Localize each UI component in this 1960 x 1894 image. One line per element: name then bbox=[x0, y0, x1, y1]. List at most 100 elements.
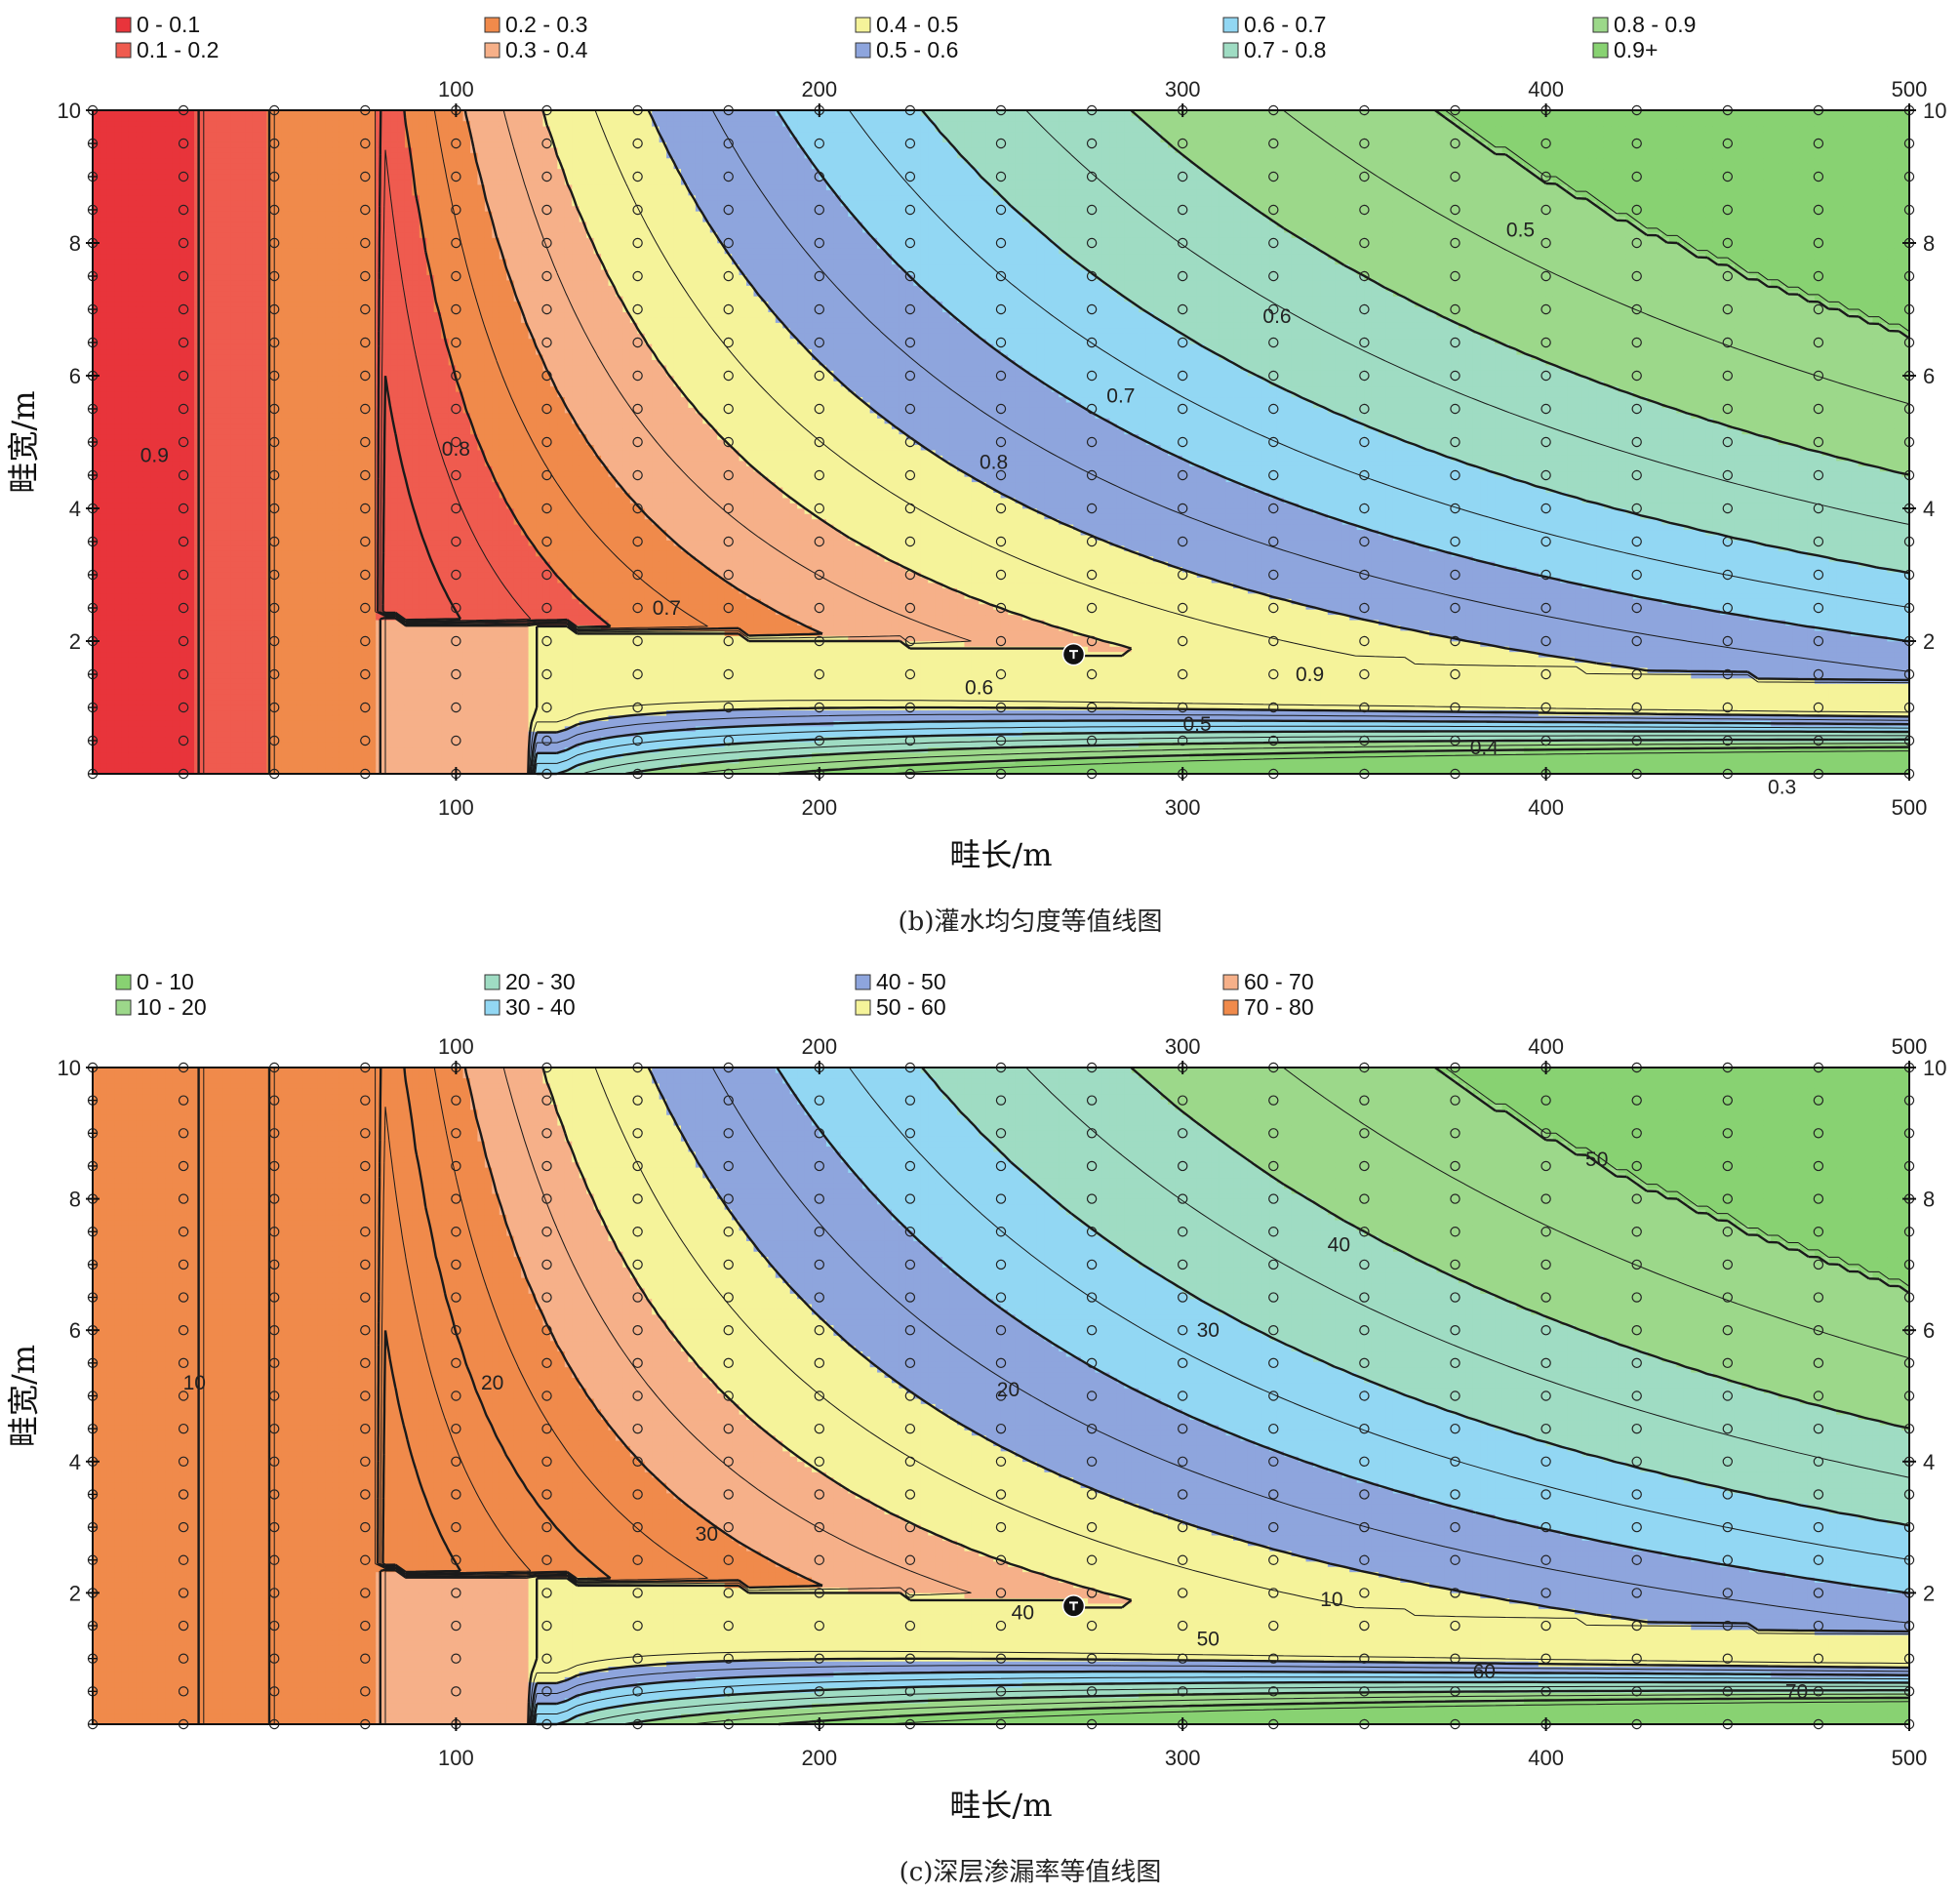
y-tick-label-right: 10 bbox=[1923, 99, 1946, 123]
x-tick-label-top: 200 bbox=[801, 1034, 837, 1059]
y-axis-label: 畦宽/m bbox=[5, 1345, 42, 1447]
contour-label: 20 bbox=[997, 1379, 1020, 1401]
x-tick-label-top: 500 bbox=[1892, 77, 1928, 101]
x-tick-label-top: 200 bbox=[801, 77, 837, 101]
legend-swatch bbox=[116, 1000, 131, 1015]
legend-label: 60 - 70 bbox=[1244, 969, 1314, 994]
legend-swatch bbox=[1593, 18, 1608, 32]
legend-label: 0.8 - 0.9 bbox=[1614, 12, 1696, 37]
x-tick-label: 500 bbox=[1892, 1746, 1928, 1770]
x-tick-label-top: 300 bbox=[1165, 1034, 1201, 1059]
contour-label: 50 bbox=[1197, 1629, 1220, 1651]
contour-label: 10 bbox=[1320, 1589, 1342, 1611]
figure-caption: (c)深层渗漏率等值线图 bbox=[900, 1858, 1162, 1887]
legend-label: 0.5 - 0.6 bbox=[876, 37, 958, 62]
y-tick-label-right: 2 bbox=[1923, 629, 1935, 654]
x-tick-label: 400 bbox=[1528, 795, 1564, 820]
y-tick-label: 10 bbox=[58, 1056, 81, 1080]
legend-label: 0.6 - 0.7 bbox=[1244, 12, 1326, 37]
contour-label: 0.5 bbox=[1182, 713, 1211, 736]
x-tick-label-top: 500 bbox=[1892, 1034, 1928, 1059]
legend-label: 30 - 40 bbox=[505, 994, 576, 1020]
legend-swatch bbox=[856, 1000, 870, 1015]
y-axis-label: 畦宽/m bbox=[5, 390, 42, 493]
legend-swatch bbox=[116, 975, 131, 989]
legend-swatch bbox=[485, 975, 500, 989]
x-tick-label: 500 bbox=[1892, 795, 1928, 820]
legend-swatch bbox=[856, 18, 870, 32]
contour-label: 0.8 bbox=[980, 451, 1008, 473]
x-tick-label: 300 bbox=[1165, 1746, 1201, 1770]
contour-label: 0.5 bbox=[1506, 219, 1535, 241]
contour-label: 0.4 bbox=[1470, 737, 1500, 759]
legend-label: 0.3 - 0.4 bbox=[505, 37, 588, 62]
contour-label: 20 bbox=[481, 1372, 503, 1394]
y-tick-label-right: 6 bbox=[1923, 1318, 1935, 1343]
legend-label: 10 - 20 bbox=[137, 994, 207, 1020]
x-tick-label-top: 300 bbox=[1165, 77, 1201, 101]
legend-label: 0.7 - 0.8 bbox=[1244, 37, 1326, 62]
y-tick-label: 2 bbox=[69, 1581, 81, 1605]
x-tick-label: 100 bbox=[438, 1746, 474, 1770]
y-tick-label: 2 bbox=[69, 629, 81, 654]
legend-swatch bbox=[856, 975, 870, 989]
y-tick-label: 6 bbox=[69, 364, 81, 388]
y-tick-label: 4 bbox=[69, 1450, 81, 1474]
y-tick-label: 8 bbox=[69, 231, 81, 256]
x-tick-label: 400 bbox=[1528, 1746, 1564, 1770]
legend-swatch bbox=[1593, 43, 1608, 58]
x-tick-label-top: 100 bbox=[438, 77, 474, 101]
y-tick-label-right: 8 bbox=[1923, 231, 1935, 256]
legend-label: 0 - 10 bbox=[137, 969, 194, 994]
legend-swatch bbox=[1223, 18, 1238, 32]
contour-label: 40 bbox=[1328, 1234, 1350, 1257]
x-axis-label: 畦长/m bbox=[949, 1787, 1052, 1824]
legend-swatch bbox=[1223, 43, 1238, 58]
contour-label: 0.9 bbox=[1296, 664, 1324, 686]
contour-label: 0.7 bbox=[653, 597, 681, 620]
x-tick-label: 300 bbox=[1165, 795, 1201, 820]
contour-label: 30 bbox=[1197, 1319, 1220, 1342]
contour-label: 0.7 bbox=[1106, 384, 1135, 407]
y-tick-label: 4 bbox=[69, 497, 81, 521]
contour-label: 40 bbox=[1012, 1602, 1034, 1625]
x-tick-label: 100 bbox=[438, 795, 474, 820]
x-tick-label-top: 400 bbox=[1528, 1034, 1564, 1059]
x-tick-label-top: 400 bbox=[1528, 77, 1564, 101]
legend-swatch bbox=[1223, 975, 1238, 989]
contour-label: 0.6 bbox=[1262, 305, 1291, 328]
legend-label: 0.4 - 0.5 bbox=[876, 12, 958, 37]
x-axis-label: 畦长/m bbox=[949, 836, 1052, 873]
y-tick-label: 6 bbox=[69, 1318, 81, 1343]
contour-label: 0.6 bbox=[965, 677, 993, 700]
contour-label: 50 bbox=[1585, 1148, 1608, 1171]
x-tick-label: 200 bbox=[801, 1746, 837, 1770]
legend-label: 70 - 80 bbox=[1244, 994, 1314, 1020]
legend-label: 20 - 30 bbox=[505, 969, 576, 994]
legend: 0 - 0.10.1 - 0.20.2 - 0.30.3 - 0.40.4 - … bbox=[116, 12, 1696, 62]
legend-label: 0.2 - 0.3 bbox=[505, 12, 587, 37]
y-tick-label-right: 2 bbox=[1923, 1581, 1935, 1605]
y-tick-label: 8 bbox=[69, 1188, 81, 1212]
legend-swatch bbox=[485, 1000, 500, 1015]
y-tick-label: 10 bbox=[58, 99, 81, 123]
legend-label: 40 - 50 bbox=[876, 969, 946, 994]
legend-swatch bbox=[485, 18, 500, 32]
y-tick-label-right: 4 bbox=[1923, 1450, 1935, 1474]
figure-caption: (b)灌水均匀度等值线图 bbox=[899, 907, 1163, 937]
y-tick-label-right: 6 bbox=[1923, 364, 1935, 388]
contour-label: 0.3 bbox=[1768, 777, 1796, 799]
legend-swatch bbox=[116, 18, 131, 32]
legend-swatch bbox=[116, 43, 131, 58]
legend-label: 0.1 - 0.2 bbox=[137, 37, 219, 62]
contour-label: 10 bbox=[183, 1372, 206, 1394]
contour-label: 0.9 bbox=[140, 445, 169, 467]
y-tick-label-right: 8 bbox=[1923, 1188, 1935, 1212]
legend-label: 50 - 60 bbox=[876, 994, 946, 1020]
contour-label: 60 bbox=[1473, 1661, 1496, 1683]
legend-swatch bbox=[485, 43, 500, 58]
